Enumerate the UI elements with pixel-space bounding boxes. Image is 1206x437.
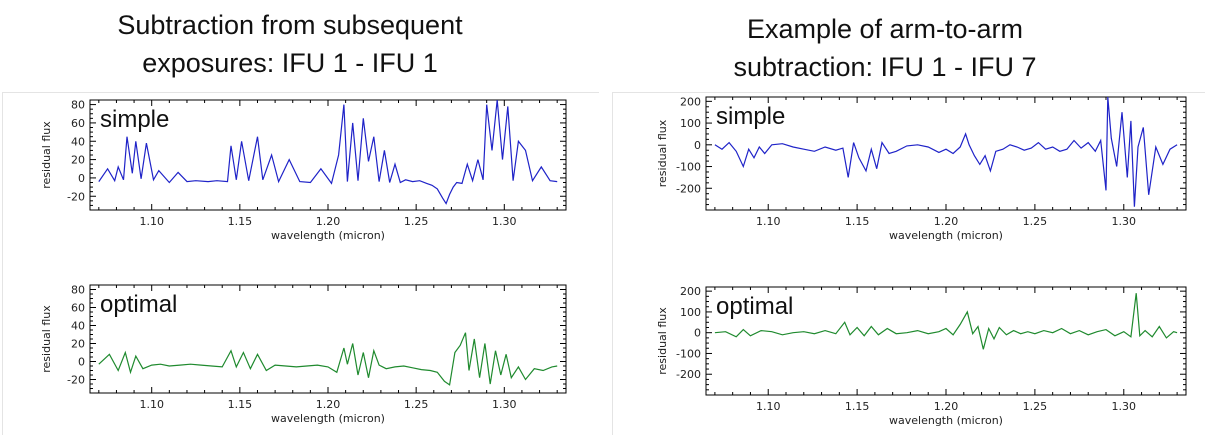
y-tick-label: 60 [71,117,85,130]
y-tick-label: -200 [676,368,701,381]
x-tick-label: 1.25 [404,215,429,228]
x-axis-label: wavelength (micron) [889,229,1003,242]
x-tick-label: 1.10 [756,400,781,413]
y-tick-label: -20 [67,190,85,203]
series-line [98,100,558,205]
x-tick-label: 1.20 [316,398,341,411]
x-tick-label: 1.15 [845,215,870,228]
x-tick-label: 1.20 [934,400,959,413]
y-tick-label: 100 [680,117,701,130]
x-tick-label: 1.30 [1112,400,1137,413]
x-axis-label: wavelength (micron) [271,412,385,425]
x-tick-label: 1.20 [316,215,341,228]
panel-label: simple [100,106,169,133]
y-axis-label: residual flux [656,119,669,187]
series-line [98,332,558,386]
y-tick-label: 40 [71,320,85,333]
panel-label: optimal [100,291,177,318]
right-title-line-2: subtraction: IFU 1 - IFU 7 [733,52,1037,82]
y-tick-label: -100 [676,347,701,360]
y-tick-label: 0 [694,139,701,152]
right-title-line-1: Example of arm-to-arm [746,14,1024,44]
y-tick-label: 0 [78,172,85,185]
right-column-title: Example of arm-to-arm subtraction: IFU 1… [660,10,1110,86]
y-axis-label: residual flux [40,305,53,373]
x-tick-label: 1.10 [139,215,164,228]
plot-3: 1.10 1.15 1.20 1.25 1.30 200 100 0 -100 -200 wavel… [656,95,1187,242]
y-tick-label: 20 [71,338,85,351]
x-axis-label: wavelength (micron) [271,229,385,242]
x-tick-label: 1.30 [492,215,517,228]
series-line [714,293,1178,350]
x-tick-label: 1.15 [228,215,253,228]
plot-2: 1.10 1.15 1.20 1.25 1.30 80 60 40 20 0 -20 waveleng… [40,284,567,425]
left-title-line-2: exposures: IFU 1 - IFU 1 [142,48,438,78]
y-tick-label: 200 [680,95,701,108]
x-tick-label: 1.30 [1112,215,1137,228]
y-tick-label: -100 [676,161,701,174]
left-column-title: Subtraction from subsequent exposures: I… [55,6,525,82]
left-title-line-1: Subtraction from subsequent [117,10,463,40]
y-axis-label: residual flux [40,121,53,189]
y-tick-label: 200 [680,285,701,298]
panel-label: simple [716,103,785,130]
plot-4: 1.10 1.15 1.20 1.25 1.30 200 100 0 -100 -200 wavel… [656,285,1187,427]
right-figure-panel [612,92,1205,435]
x-tick-label: 1.30 [492,398,517,411]
y-tick-label: -20 [67,374,85,387]
y-tick-label: 0 [694,327,701,340]
left-figure-panel [2,92,599,435]
y-tick-label: 20 [71,154,85,167]
x-tick-label: 1.10 [139,398,164,411]
x-tick-label: 1.25 [1023,215,1048,228]
y-tick-label: 60 [71,302,85,315]
x-tick-label: 1.25 [404,398,429,411]
series-line [714,97,1178,207]
y-tick-label: 0 [78,356,85,369]
x-tick-label: 1.20 [934,215,959,228]
plot-1: 1.10 1.15 1.20 1.25 1.30 80 60 40 20 0 -20 waveleng… [40,99,567,242]
y-tick-label: 80 [71,99,85,112]
y-axis-label: residual flux [656,307,669,375]
x-tick-label: 1.15 [228,398,253,411]
y-tick-label: 80 [71,284,85,297]
panel-label: optimal [716,293,793,320]
y-tick-label: 40 [71,135,85,148]
y-tick-label: -200 [676,182,701,195]
x-tick-label: 1.10 [756,215,781,228]
y-tick-label: 100 [680,306,701,319]
x-tick-label: 1.15 [845,400,870,413]
x-axis-label: wavelength (micron) [889,414,1003,427]
x-tick-label: 1.25 [1023,400,1048,413]
